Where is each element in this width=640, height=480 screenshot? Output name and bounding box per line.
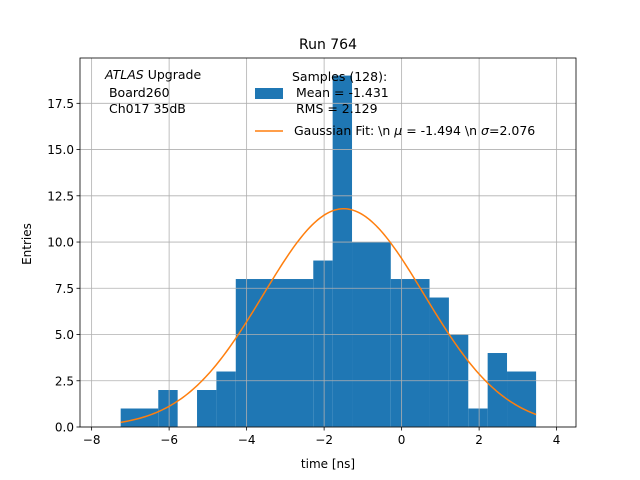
y-tick-label-0: 0.0: [55, 421, 74, 435]
legend: Samples (128): Mean = -1.431 RMS = 2.129…: [255, 69, 535, 138]
y-tick-label-4: 10.0: [47, 236, 74, 250]
histogram-bar-8: [390, 279, 430, 427]
histogram-bar-11: [468, 408, 488, 427]
annotation-atlas: ATLAS: [104, 67, 144, 82]
x-tick-label-6: 4: [553, 433, 561, 447]
histogram-bar-3: [216, 371, 236, 427]
y-axis-label: Entries: [20, 223, 34, 265]
y-tick-label-1: 2.5: [55, 374, 74, 388]
y-tick-label-3: 7.5: [55, 282, 74, 296]
svg-text:ATLAS Upgrade: ATLAS Upgrade: [104, 67, 201, 82]
histogram-bar-12: [487, 353, 508, 427]
annotation-board: Board260: [105, 85, 170, 100]
x-axis-label: time [ns]: [301, 457, 355, 471]
annotation-upgrade: Upgrade: [144, 67, 202, 82]
legend-hist-swatch: [255, 88, 283, 99]
legend-hist-line2: Mean = -1.431: [292, 85, 389, 100]
histogram-bar-9: [429, 297, 449, 427]
y-tick-label-5: 12.5: [47, 189, 74, 203]
histogram-bar-6: [332, 75, 353, 428]
legend-fit-label: Gaussian Fit: \n μ = -1.494 \n σ=2.076: [294, 123, 535, 138]
annotation-channel: Ch017 35dB: [105, 101, 186, 116]
x-tick-label-1: −6: [160, 433, 178, 447]
fit-curve: [120, 208, 537, 424]
legend-hist-line1: Samples (128):: [292, 69, 387, 84]
histogram-bar-4: [235, 279, 314, 427]
y-tick-label-6: 15.0: [47, 143, 74, 157]
legend-hist-line3: RMS = 2.129: [292, 101, 378, 116]
axes: −8 −6 −4 −2 0 2 4 0.0 2.5 5.0 7.5 10.0 12.5 15.0 17.5: [47, 57, 577, 447]
gaussian-fit: [120, 208, 537, 424]
histogram-bar-13: [507, 371, 537, 427]
histogram-bar-1: [158, 390, 178, 427]
experiment-annotation: ATLAS Upgrade Board260 Ch017 35dB: [104, 67, 201, 116]
y-tick-label-7: 17.5: [47, 97, 74, 111]
y-tick-label-2: 5.0: [55, 328, 74, 342]
x-tick-label-5: 2: [475, 433, 483, 447]
x-tick-label-3: −2: [315, 433, 333, 447]
x-tick-label-0: −8: [83, 433, 101, 447]
histogram-bar-2: [197, 390, 217, 427]
chart-title: Run 764: [299, 37, 357, 53]
axes-frame: [79, 57, 577, 428]
x-tick-label-2: −4: [238, 433, 256, 447]
x-tick-label-4: 0: [398, 433, 406, 447]
histogram-bar-5: [313, 260, 333, 427]
